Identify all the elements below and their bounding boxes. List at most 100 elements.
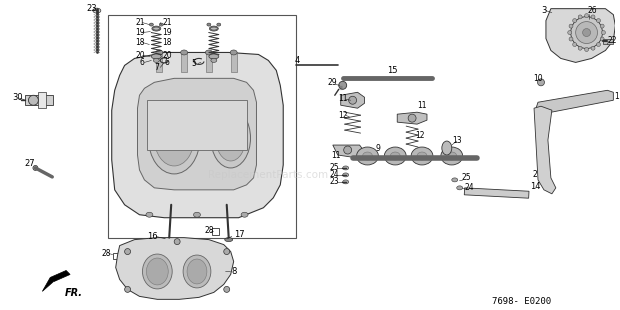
Text: 22: 22 — [608, 36, 617, 45]
Ellipse shape — [207, 23, 211, 26]
Bar — [25, 95, 53, 105]
Polygon shape — [333, 145, 366, 158]
Text: 16: 16 — [148, 232, 158, 241]
Text: 20: 20 — [136, 51, 145, 60]
Bar — [38, 92, 46, 108]
Ellipse shape — [125, 286, 131, 292]
Ellipse shape — [601, 31, 605, 34]
Text: 11: 11 — [338, 94, 347, 103]
Ellipse shape — [573, 19, 577, 23]
Text: ReplacementParts.com: ReplacementParts.com — [208, 170, 329, 180]
Text: 28: 28 — [102, 249, 112, 258]
Ellipse shape — [384, 147, 406, 165]
Ellipse shape — [217, 23, 221, 26]
Ellipse shape — [538, 79, 544, 86]
Bar — [108, 15, 296, 238]
Ellipse shape — [159, 23, 163, 26]
Ellipse shape — [585, 47, 588, 51]
Bar — [212, 228, 219, 235]
Ellipse shape — [600, 37, 604, 41]
Polygon shape — [534, 106, 556, 194]
Text: 18: 18 — [136, 38, 145, 47]
Ellipse shape — [146, 258, 168, 285]
Ellipse shape — [356, 147, 378, 165]
Ellipse shape — [224, 286, 229, 292]
Text: 4: 4 — [294, 56, 299, 65]
Text: 7: 7 — [154, 63, 159, 72]
Text: 10: 10 — [533, 74, 542, 83]
Ellipse shape — [457, 186, 463, 190]
Text: 11: 11 — [331, 150, 340, 160]
Ellipse shape — [211, 58, 217, 62]
Text: 25: 25 — [462, 173, 471, 182]
Ellipse shape — [148, 102, 200, 174]
Text: 6: 6 — [164, 58, 169, 67]
Ellipse shape — [568, 31, 572, 34]
Ellipse shape — [153, 27, 160, 30]
Text: 17: 17 — [234, 230, 244, 239]
Polygon shape — [116, 238, 234, 299]
Polygon shape — [536, 90, 613, 114]
Bar — [206, 52, 212, 72]
Polygon shape — [397, 112, 427, 124]
Bar — [113, 253, 118, 259]
Ellipse shape — [143, 254, 172, 289]
Ellipse shape — [146, 212, 153, 217]
Text: 3: 3 — [541, 6, 546, 15]
Ellipse shape — [153, 58, 159, 62]
Ellipse shape — [596, 42, 601, 46]
Ellipse shape — [187, 259, 207, 284]
Ellipse shape — [230, 50, 237, 55]
Ellipse shape — [573, 42, 577, 46]
Text: 23: 23 — [330, 177, 339, 186]
Ellipse shape — [417, 152, 427, 160]
Ellipse shape — [571, 17, 603, 48]
Ellipse shape — [210, 26, 218, 31]
Ellipse shape — [442, 141, 452, 155]
Polygon shape — [546, 9, 615, 62]
Ellipse shape — [216, 115, 246, 161]
Text: 11: 11 — [417, 101, 427, 110]
Polygon shape — [138, 78, 257, 190]
Ellipse shape — [211, 108, 250, 168]
Ellipse shape — [205, 50, 212, 55]
Text: 15: 15 — [388, 66, 398, 75]
Ellipse shape — [149, 23, 153, 26]
Text: 1: 1 — [614, 92, 619, 101]
Ellipse shape — [578, 46, 582, 50]
Text: 5: 5 — [191, 59, 196, 68]
Text: 21: 21 — [136, 18, 145, 27]
Ellipse shape — [224, 238, 232, 241]
Ellipse shape — [447, 152, 457, 160]
Ellipse shape — [600, 24, 604, 28]
Bar — [231, 52, 237, 72]
Text: 26: 26 — [588, 6, 597, 15]
Ellipse shape — [569, 37, 573, 41]
Polygon shape — [42, 271, 70, 291]
Ellipse shape — [93, 8, 101, 13]
Text: 12: 12 — [415, 131, 425, 140]
Ellipse shape — [441, 147, 463, 165]
Ellipse shape — [180, 50, 188, 55]
Ellipse shape — [29, 95, 38, 105]
Ellipse shape — [210, 27, 217, 30]
Bar — [148, 100, 247, 150]
Ellipse shape — [193, 212, 200, 217]
Text: 9: 9 — [376, 144, 380, 153]
Ellipse shape — [348, 96, 356, 104]
Text: 25: 25 — [330, 163, 339, 172]
Ellipse shape — [183, 255, 211, 288]
Ellipse shape — [339, 81, 347, 89]
Text: 12: 12 — [338, 111, 347, 120]
Ellipse shape — [125, 249, 131, 255]
Ellipse shape — [241, 212, 248, 217]
Polygon shape — [341, 92, 365, 108]
Ellipse shape — [151, 54, 161, 59]
Ellipse shape — [408, 114, 416, 122]
Bar — [464, 188, 529, 198]
Text: 19: 19 — [136, 28, 145, 37]
Ellipse shape — [343, 173, 348, 177]
Text: 14: 14 — [530, 182, 541, 191]
Ellipse shape — [224, 249, 229, 255]
Ellipse shape — [166, 238, 173, 241]
